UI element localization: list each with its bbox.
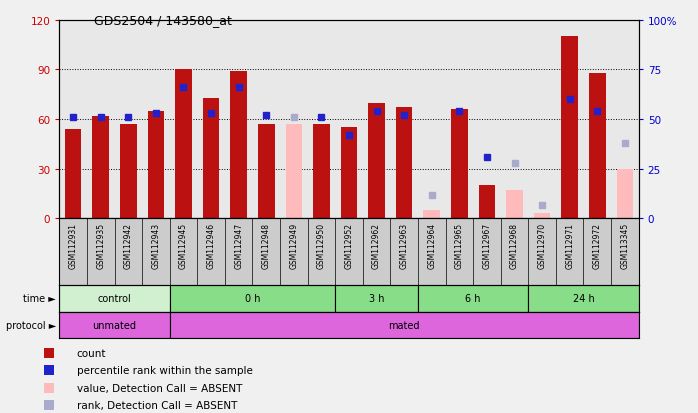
- Text: GSM112946: GSM112946: [207, 222, 216, 268]
- Bar: [285, 125, 302, 219]
- Bar: [528, 21, 556, 219]
- Bar: [198, 21, 225, 219]
- Text: GSM112945: GSM112945: [179, 222, 188, 268]
- Text: protocol ►: protocol ►: [6, 320, 56, 330]
- Text: GSM112965: GSM112965: [455, 222, 464, 268]
- Bar: [528, 285, 639, 312]
- Bar: [418, 285, 528, 312]
- Bar: [114, 21, 142, 219]
- Bar: [390, 21, 418, 219]
- Bar: [500, 21, 528, 219]
- Bar: [424, 211, 440, 219]
- Text: GSM112970: GSM112970: [537, 222, 547, 268]
- Bar: [396, 108, 413, 219]
- Text: control: control: [98, 293, 131, 304]
- Bar: [363, 21, 390, 219]
- Text: mated: mated: [388, 320, 420, 330]
- Bar: [65, 130, 82, 219]
- Bar: [59, 285, 170, 312]
- Bar: [506, 191, 523, 219]
- Text: count: count: [77, 348, 106, 358]
- Bar: [556, 21, 584, 219]
- Text: GSM112962: GSM112962: [372, 222, 381, 268]
- Text: GSM112949: GSM112949: [290, 222, 298, 268]
- Bar: [561, 37, 578, 219]
- Bar: [534, 214, 551, 219]
- Bar: [170, 312, 639, 339]
- Bar: [335, 21, 363, 219]
- Text: GSM112942: GSM112942: [124, 222, 133, 268]
- Bar: [611, 21, 639, 219]
- Text: percentile rank within the sample: percentile rank within the sample: [77, 365, 253, 375]
- Bar: [280, 21, 308, 219]
- Bar: [479, 186, 495, 219]
- Text: time ►: time ►: [23, 293, 56, 304]
- Text: GSM112943: GSM112943: [151, 222, 161, 268]
- Bar: [147, 112, 164, 219]
- Bar: [369, 103, 385, 219]
- Bar: [253, 21, 280, 219]
- Text: GSM112948: GSM112948: [262, 222, 271, 268]
- Text: GSM113345: GSM113345: [621, 222, 630, 268]
- Text: value, Detection Call = ABSENT: value, Detection Call = ABSENT: [77, 383, 242, 393]
- Bar: [308, 21, 335, 219]
- Text: GSM112968: GSM112968: [510, 222, 519, 268]
- Bar: [445, 21, 473, 219]
- Bar: [175, 70, 192, 219]
- Bar: [313, 125, 329, 219]
- Text: GSM112963: GSM112963: [400, 222, 408, 268]
- Text: 24 h: 24 h: [572, 293, 595, 304]
- Text: 6 h: 6 h: [466, 293, 481, 304]
- Bar: [170, 285, 335, 312]
- Text: GSM112964: GSM112964: [427, 222, 436, 268]
- Bar: [142, 21, 170, 219]
- Text: 0 h: 0 h: [245, 293, 260, 304]
- Bar: [341, 128, 357, 219]
- Bar: [230, 72, 247, 219]
- Text: GSM112947: GSM112947: [234, 222, 243, 268]
- Text: GSM112952: GSM112952: [345, 222, 353, 268]
- Bar: [203, 98, 219, 219]
- Bar: [87, 21, 114, 219]
- Text: GSM112972: GSM112972: [593, 222, 602, 268]
- Bar: [584, 21, 611, 219]
- Bar: [616, 169, 633, 219]
- Text: GSM112971: GSM112971: [565, 222, 574, 268]
- Bar: [589, 74, 606, 219]
- Bar: [225, 21, 253, 219]
- Bar: [59, 312, 170, 339]
- Bar: [59, 21, 87, 219]
- Bar: [418, 21, 445, 219]
- Text: GSM112931: GSM112931: [68, 222, 77, 268]
- Bar: [170, 21, 198, 219]
- Text: GSM112950: GSM112950: [317, 222, 326, 268]
- Bar: [120, 125, 137, 219]
- Bar: [473, 21, 500, 219]
- Text: GSM112967: GSM112967: [482, 222, 491, 268]
- Text: GDS2504 / 143580_at: GDS2504 / 143580_at: [94, 14, 232, 27]
- Bar: [335, 285, 418, 312]
- Bar: [92, 116, 109, 219]
- Text: unmated: unmated: [93, 320, 137, 330]
- Bar: [451, 110, 468, 219]
- Text: rank, Detection Call = ABSENT: rank, Detection Call = ABSENT: [77, 400, 237, 411]
- Text: GSM112935: GSM112935: [96, 222, 105, 268]
- Bar: [258, 125, 274, 219]
- Text: 3 h: 3 h: [369, 293, 385, 304]
